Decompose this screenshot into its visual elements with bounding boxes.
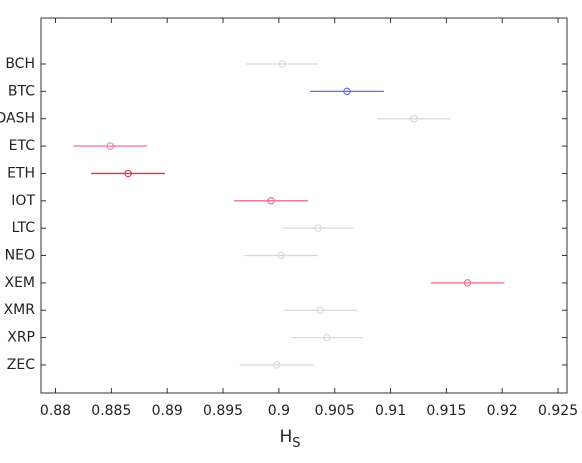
- y-tick-label: XMR: [4, 302, 36, 318]
- point: [343, 87, 351, 96]
- x-tick-label: 0.92: [487, 403, 518, 419]
- point: [277, 251, 285, 260]
- y-tick-label: XEM: [4, 275, 35, 291]
- y-tick-label: LTC: [12, 220, 36, 236]
- x-axis-label: HS: [279, 427, 300, 451]
- x-tick-label: 0.925: [538, 403, 578, 419]
- point: [272, 361, 281, 369]
- y-tick-label: BTC: [8, 83, 35, 99]
- x-tick-label: 0.885: [91, 403, 131, 419]
- x-tick-label: 0.89: [152, 403, 183, 419]
- x-tick-label: 0.895: [203, 403, 243, 419]
- plot-frame: [40, 17, 568, 394]
- point: [124, 169, 132, 178]
- y-tick-label: BCH: [5, 56, 35, 72]
- y-tick-label: ETH: [7, 165, 35, 181]
- x-tick-label: 0.905: [315, 403, 355, 419]
- x-tick-label: 0.9: [268, 403, 290, 419]
- x-axis-label-sub: S: [292, 436, 300, 451]
- point: [316, 306, 324, 314]
- point: [106, 142, 114, 150]
- x-tick-label: 0.915: [426, 403, 466, 419]
- y-tick-label: IOT: [11, 193, 35, 209]
- point: [410, 114, 418, 123]
- point: [463, 279, 472, 287]
- y-tick-label: ZEC: [7, 357, 35, 373]
- y-tick-label: NEO: [5, 248, 35, 264]
- x-tick-label: 0.88: [40, 403, 71, 419]
- x-tick-label: 0.91: [375, 403, 406, 419]
- point: [278, 60, 286, 68]
- x-axis-label-main: H: [279, 427, 292, 447]
- y-tick-label: XRP: [7, 330, 35, 346]
- y-tick-label: DASH: [0, 111, 35, 127]
- point: [323, 333, 331, 342]
- point: [267, 197, 275, 205]
- point: [314, 224, 322, 232]
- y-tick-label: ETC: [9, 138, 36, 154]
